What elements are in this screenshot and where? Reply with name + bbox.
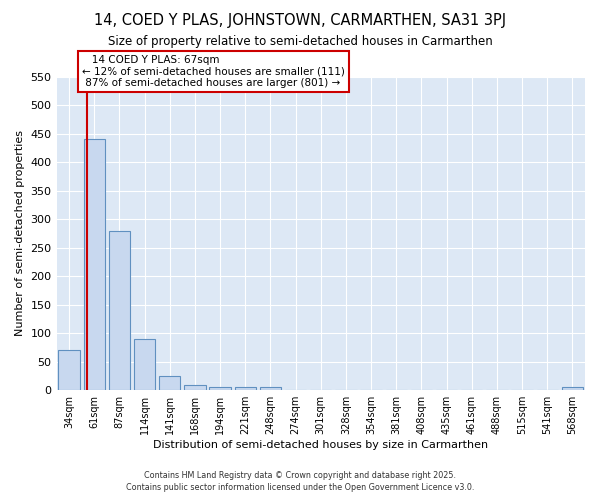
- Bar: [209, 388, 231, 390]
- Bar: [58, 350, 80, 390]
- Bar: [562, 388, 583, 390]
- Text: 14, COED Y PLAS, JOHNSTOWN, CARMARTHEN, SA31 3PJ: 14, COED Y PLAS, JOHNSTOWN, CARMARTHEN, …: [94, 12, 506, 28]
- Bar: [235, 388, 256, 390]
- Bar: [134, 339, 155, 390]
- Bar: [83, 140, 105, 390]
- Bar: [109, 230, 130, 390]
- X-axis label: Distribution of semi-detached houses by size in Carmarthen: Distribution of semi-detached houses by …: [153, 440, 488, 450]
- Bar: [184, 384, 206, 390]
- Text: 14 COED Y PLAS: 67sqm
← 12% of semi-detached houses are smaller (111)
 87% of se: 14 COED Y PLAS: 67sqm ← 12% of semi-deta…: [82, 55, 344, 88]
- Text: Size of property relative to semi-detached houses in Carmarthen: Size of property relative to semi-detach…: [107, 35, 493, 48]
- Bar: [159, 376, 181, 390]
- Text: Contains HM Land Registry data © Crown copyright and database right 2025.
Contai: Contains HM Land Registry data © Crown c…: [126, 471, 474, 492]
- Bar: [260, 388, 281, 390]
- Y-axis label: Number of semi-detached properties: Number of semi-detached properties: [15, 130, 25, 336]
